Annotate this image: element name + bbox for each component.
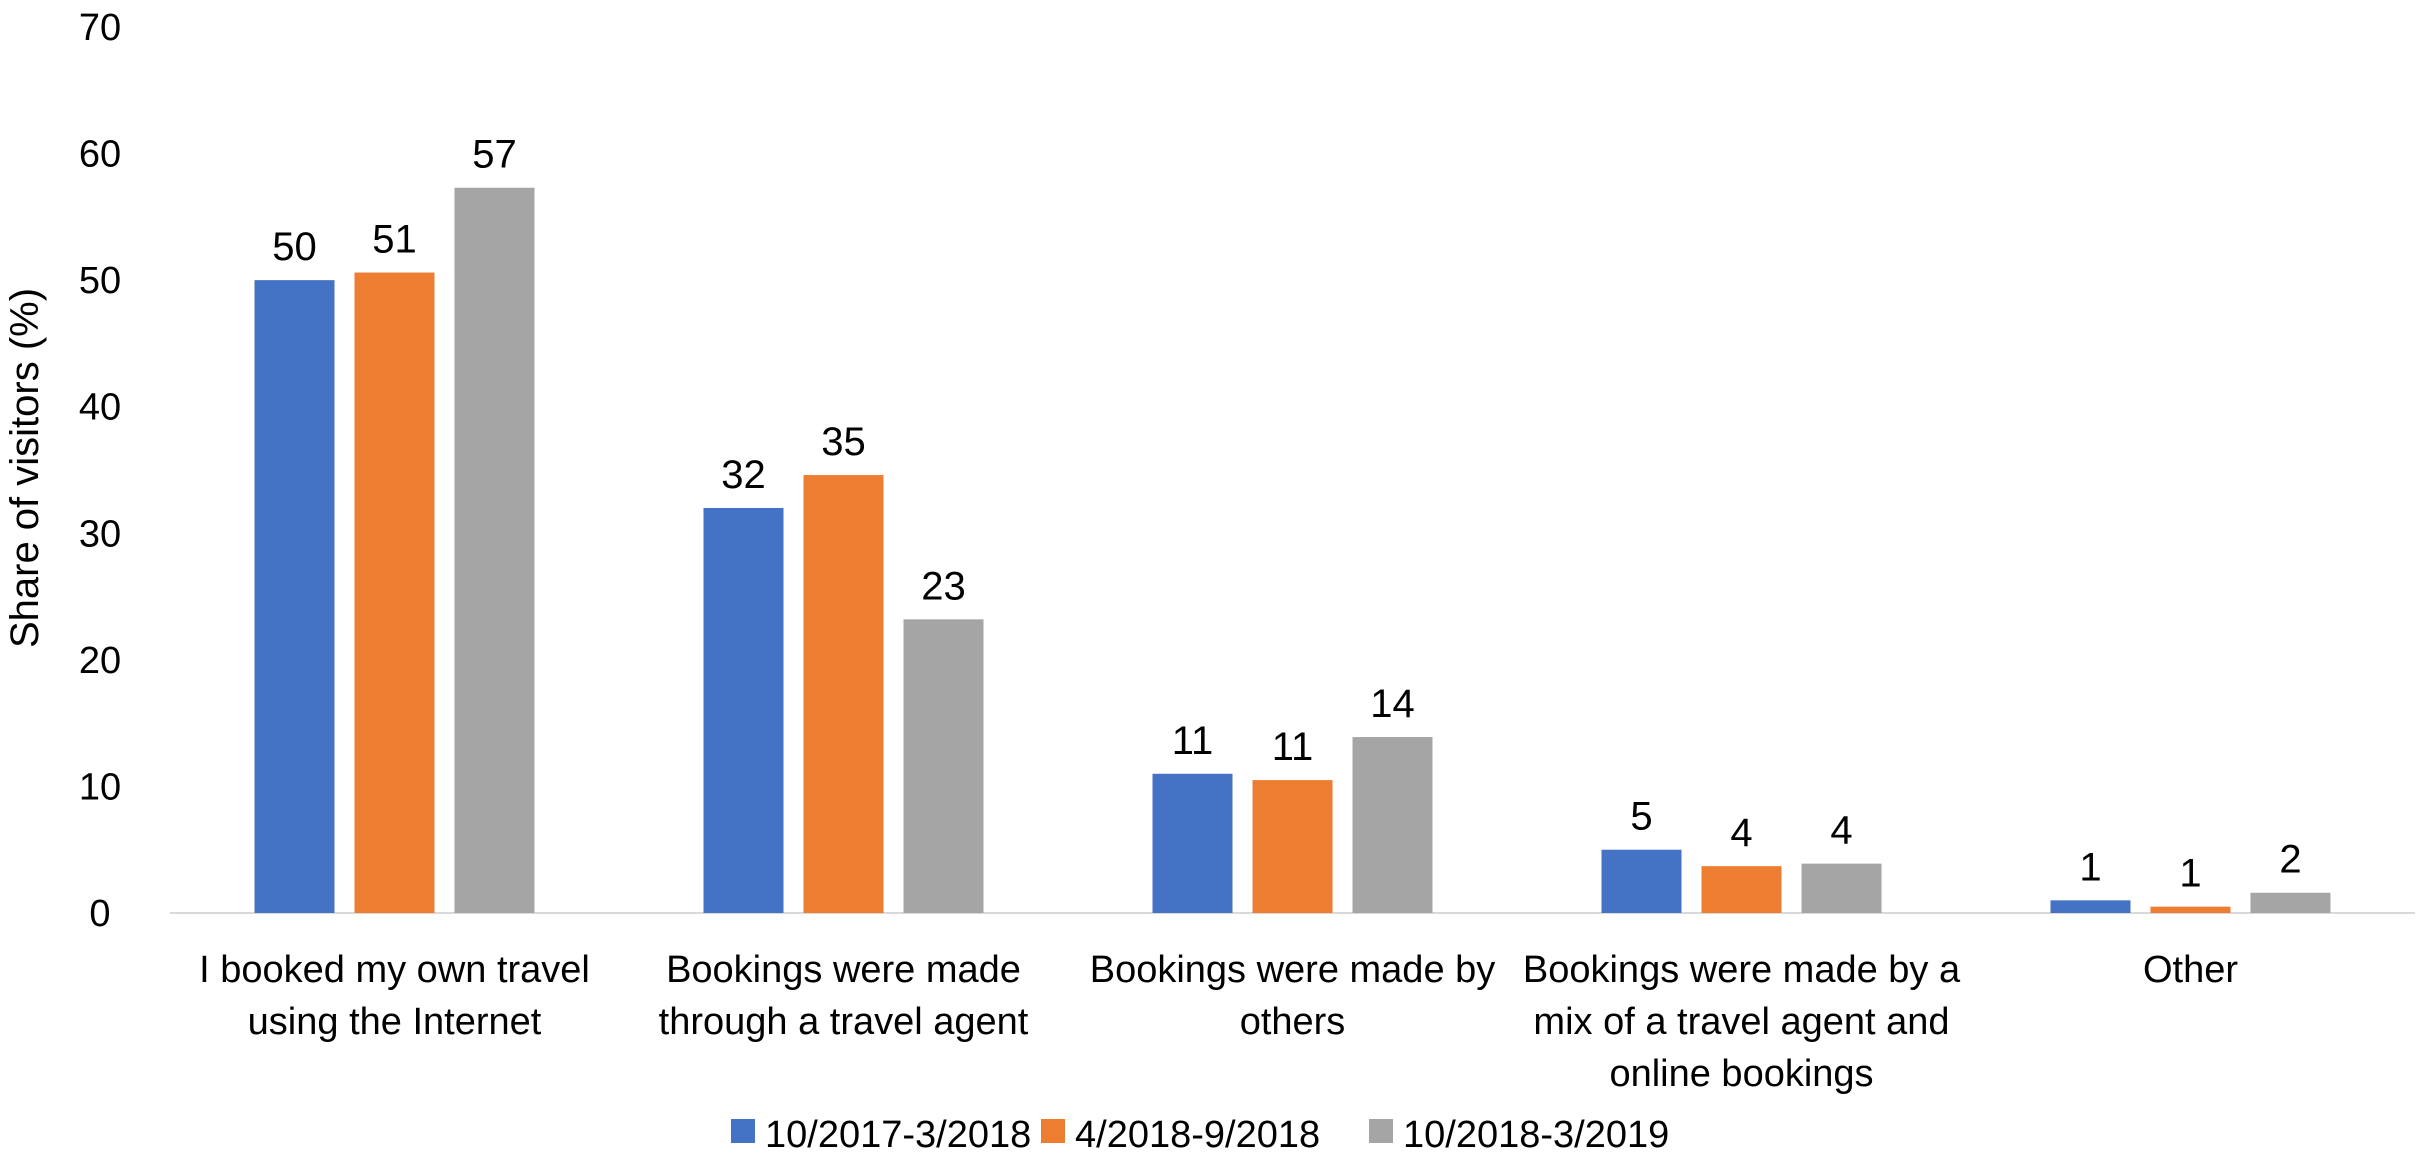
- y-tick-label: 0: [89, 893, 110, 935]
- bar: [254, 280, 335, 914]
- bar: [703, 507, 784, 913]
- data-label: 32: [721, 453, 766, 497]
- legend-label: 4/2018-9/2018: [1075, 1114, 1320, 1156]
- category-label: Bookings were made by: [1090, 949, 1496, 991]
- category-label: online bookings: [1609, 1053, 1873, 1095]
- y-tick-label: 50: [79, 260, 121, 302]
- y-tick-label: 40: [79, 387, 121, 429]
- bar: [2150, 906, 2231, 913]
- data-label: 23: [921, 564, 966, 608]
- legend-swatch: [731, 1119, 755, 1143]
- data-label: 11: [1272, 725, 1314, 769]
- bar-series-group: [254, 187, 2331, 914]
- bar: [1352, 737, 1433, 913]
- bar: [1601, 849, 1682, 913]
- y-axis: 0 10 20 30 40 50 60 70: [79, 7, 121, 935]
- data-label: 5: [1630, 795, 1652, 839]
- bar: [1152, 773, 1233, 913]
- data-label: 35: [821, 420, 866, 464]
- y-tick-label: 30: [79, 513, 121, 555]
- data-label: 4: [1830, 809, 1852, 853]
- data-label: 11: [1172, 719, 1214, 763]
- data-label: 2: [2279, 838, 2301, 882]
- data-label: 14: [1370, 682, 1415, 726]
- bar: [454, 187, 535, 913]
- category-label: mix of a travel agent and: [1533, 1001, 1949, 1043]
- category-label: Bookings were made by a: [1523, 949, 1961, 991]
- y-tick-label: 60: [79, 134, 121, 176]
- category-labels-group: I booked my own travel using the Internet…: [199, 949, 2238, 1095]
- category-label: others: [1240, 1001, 1346, 1043]
- category-label: through a travel agent: [659, 1001, 1029, 1043]
- y-axis-title: Share of visitors (%): [3, 288, 47, 648]
- bar: [1701, 866, 1782, 913]
- data-label: 57: [472, 133, 517, 177]
- data-label: 50: [272, 225, 317, 269]
- bar: [803, 475, 884, 913]
- bar: [2250, 892, 2331, 913]
- data-label: 1: [2179, 852, 2201, 896]
- data-label: 51: [372, 218, 417, 262]
- category-label: using the Internet: [248, 1001, 542, 1043]
- category-label: Bookings were made: [666, 949, 1021, 991]
- legend-label: 10/2018-3/2019: [1403, 1114, 1669, 1156]
- bar: [2050, 900, 2131, 913]
- data-label: 1: [2079, 845, 2101, 889]
- legend-label: 10/2017-3/2018: [765, 1114, 1031, 1156]
- data-label: 4: [1730, 811, 1752, 855]
- y-tick-label: 70: [79, 7, 121, 49]
- bar: [1801, 863, 1882, 913]
- category-label: I booked my own travel: [199, 949, 590, 991]
- legend-swatch: [1369, 1119, 1393, 1143]
- bar: [1252, 780, 1333, 913]
- bar: [903, 619, 984, 913]
- y-tick-label: 10: [79, 766, 121, 808]
- bar: [354, 272, 435, 913]
- category-label: Other: [2143, 949, 2238, 991]
- y-tick-label: 20: [79, 640, 121, 682]
- legend: 10/2017-3/2018 4/2018-9/2018 10/2018-3/201…: [731, 1114, 1669, 1156]
- legend-swatch: [1041, 1119, 1065, 1143]
